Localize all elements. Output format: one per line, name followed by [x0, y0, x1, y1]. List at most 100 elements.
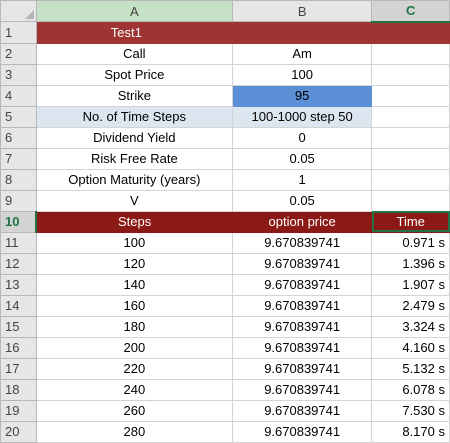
cell-c7[interactable] [371, 147, 450, 170]
row-header[interactable]: 11 [0, 231, 37, 254]
cell-steps[interactable]: 140 [35, 273, 233, 296]
cell-b6[interactable]: 0 [231, 126, 373, 149]
cell-c3[interactable] [371, 63, 450, 86]
cell-steps[interactable]: 260 [35, 399, 233, 422]
cell-option-price[interactable]: 9.670839741 [231, 315, 373, 338]
row-header[interactable]: 18 [0, 378, 37, 401]
table-row: 19 260 9.670839741 7.530 s [0, 399, 450, 422]
sheet-row-7: 7 Risk Free Rate 0.05 [0, 147, 450, 170]
cell-b2[interactable]: Am [231, 42, 373, 65]
cell-option-price[interactable]: 9.670839741 [231, 231, 373, 254]
row-header[interactable]: 19 [0, 399, 37, 422]
cell-b7[interactable]: 0.05 [231, 147, 373, 170]
sheet-row-2: 2 Call Am [0, 42, 450, 65]
cell-c10-selected[interactable]: Time [371, 210, 450, 233]
cell-b9[interactable]: 0.05 [231, 189, 373, 212]
table-row: 15 180 9.670839741 3.324 s [0, 315, 450, 338]
row-header[interactable]: 16 [0, 336, 37, 359]
cell-c9[interactable] [371, 189, 450, 212]
cell-option-price[interactable]: 9.670839741 [231, 378, 373, 401]
cell-a8[interactable]: Option Maturity (years) [35, 168, 233, 191]
cell-a4[interactable]: Strike [35, 84, 233, 107]
row-header-1[interactable]: 1 [0, 21, 37, 44]
select-all-triangle-icon [24, 10, 34, 19]
cell-c8[interactable] [371, 168, 450, 191]
cell-a10[interactable]: Steps [35, 210, 233, 233]
row-header[interactable]: 15 [0, 315, 37, 338]
row-header-9[interactable]: 9 [0, 189, 37, 212]
cell-option-price[interactable]: 9.670839741 [231, 420, 373, 443]
cell-option-price[interactable]: 9.670839741 [231, 357, 373, 380]
cell-steps[interactable]: 180 [35, 315, 233, 338]
column-header-a[interactable]: A [35, 0, 233, 22]
cell-time[interactable]: 8.170 s [371, 420, 450, 443]
row-header-5[interactable]: 5 [0, 105, 37, 128]
cell-option-price[interactable]: 9.670839741 [231, 399, 373, 422]
row-header-10[interactable]: 10 [0, 210, 38, 233]
cell-a7[interactable]: Risk Free Rate [35, 147, 233, 170]
cell-time[interactable]: 1.907 s [371, 273, 450, 296]
cell-option-price[interactable]: 9.670839741 [231, 273, 373, 296]
cell-a9[interactable]: V [35, 189, 233, 212]
cell-time[interactable]: 1.396 s [371, 252, 450, 275]
cell-option-price[interactable]: 9.670839741 [231, 336, 373, 359]
cell-a2[interactable]: Call [35, 42, 233, 65]
cell-time[interactable]: 6.078 s [371, 378, 450, 401]
cell-a3[interactable]: Spot Price [35, 63, 233, 86]
row-header[interactable]: 17 [0, 357, 37, 380]
sheet-row-3: 3 Spot Price 100 [0, 63, 450, 86]
cell-time[interactable]: 7.530 s [371, 399, 450, 422]
cell-c4[interactable] [371, 84, 450, 107]
cell-c2[interactable] [371, 42, 450, 65]
cell-time[interactable]: 5.132 s [371, 357, 450, 380]
cell-b4[interactable]: 95 [231, 84, 373, 107]
table-row: 13 140 9.670839741 1.907 s [0, 273, 450, 296]
cell-time[interactable]: 4.160 s [371, 336, 450, 359]
cell-a6[interactable]: Dividend Yield [35, 126, 233, 149]
table-row: 12 120 9.670839741 1.396 s [0, 252, 450, 275]
cell-steps[interactable]: 160 [35, 294, 233, 317]
cell-steps[interactable]: 240 [35, 378, 233, 401]
cell-a1[interactable]: Test1 [35, 21, 233, 44]
cell-option-price[interactable]: 9.670839741 [231, 294, 373, 317]
cell-a5[interactable]: No. of Time Steps [35, 105, 233, 128]
cell-steps[interactable]: 120 [35, 252, 233, 275]
cell-b1[interactable] [231, 21, 373, 44]
row-header-2[interactable]: 2 [0, 42, 37, 65]
row-header-3[interactable]: 3 [0, 63, 37, 86]
row-header-7[interactable]: 7 [0, 147, 37, 170]
cell-c6[interactable] [371, 126, 450, 149]
cell-option-price[interactable]: 9.670839741 [231, 252, 373, 275]
row-header[interactable]: 20 [0, 420, 37, 443]
cell-c1[interactable] [371, 21, 450, 44]
cell-time[interactable]: 2.479 s [371, 294, 450, 317]
column-header-c[interactable]: C [371, 0, 450, 23]
column-header-b[interactable]: B [231, 0, 373, 22]
table-row: 14 160 9.670839741 2.479 s [0, 294, 450, 317]
select-all-corner[interactable] [0, 0, 37, 22]
cell-b5[interactable]: 100-1000 step 50 [231, 105, 373, 128]
cell-steps[interactable]: 200 [35, 336, 233, 359]
table-row: 11 100 9.670839741 0.971 s [0, 231, 450, 254]
table-row: 20 280 9.670839741 8.170 s [0, 420, 450, 443]
cell-b8[interactable]: 1 [231, 168, 373, 191]
cell-b3[interactable]: 100 [231, 63, 373, 86]
cell-c5[interactable] [371, 105, 450, 128]
cell-time[interactable]: 3.324 s [371, 315, 450, 338]
row-header[interactable]: 13 [0, 273, 37, 296]
row-header[interactable]: 14 [0, 294, 37, 317]
row-header-4[interactable]: 4 [0, 84, 37, 107]
row-header-8[interactable]: 8 [0, 168, 37, 191]
row-header[interactable]: 12 [0, 252, 37, 275]
cell-steps[interactable]: 220 [35, 357, 233, 380]
cell-time[interactable]: 0.971 s [371, 231, 450, 254]
cell-b10[interactable]: option price [231, 210, 373, 233]
sheet-row-4: 4 Strike 95 [0, 84, 450, 107]
cell-steps[interactable]: 100 [35, 231, 233, 254]
row-header-6[interactable]: 6 [0, 126, 37, 149]
column-header-row: A B C [0, 0, 450, 23]
cell-steps[interactable]: 280 [35, 420, 233, 443]
sheet-row-9: 9 V 0.05 [0, 189, 450, 212]
results-body: 11 100 9.670839741 0.971 s 12 120 9.670839741 1… [0, 231, 450, 443]
sheet-row-8: 8 Option Maturity (years) 1 [0, 168, 450, 191]
